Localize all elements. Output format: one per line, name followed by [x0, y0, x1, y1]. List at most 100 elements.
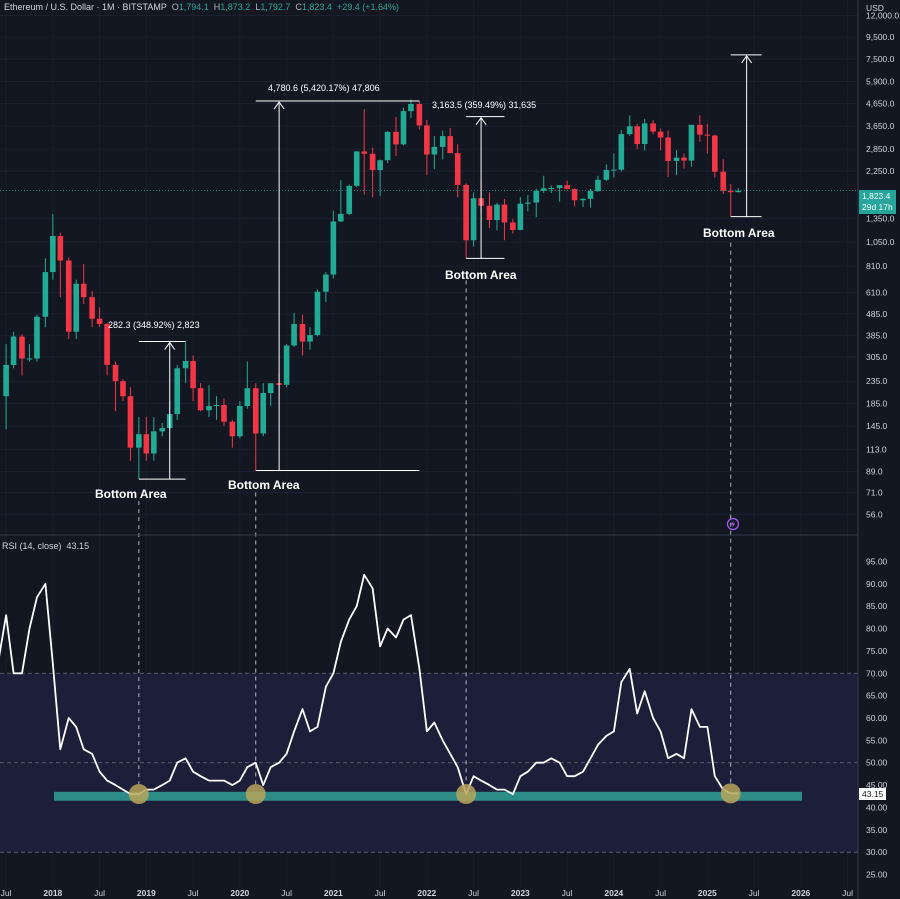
candle-body [517, 203, 524, 230]
price-axis-tick: 89.0 [866, 466, 883, 476]
candle-body [673, 157, 680, 161]
candle-body [10, 336, 17, 365]
price-axis-tick: 145.0 [866, 421, 888, 431]
rsi-axis-tick: 50.00 [866, 758, 888, 768]
rsi-bottom-circle [720, 783, 741, 804]
time-axis-tick: Jul [94, 888, 105, 898]
candle-body [439, 136, 446, 147]
candle-body [96, 318, 103, 324]
rsi-level-lines [0, 672, 858, 853]
candle-body [182, 361, 189, 369]
time-axis-tick: 2021 [324, 888, 343, 898]
rsi-header-value: 43.15 [66, 541, 90, 551]
candle-body [323, 274, 329, 292]
rsi-bottom-circle [245, 784, 266, 805]
price-axis-tick: 2,250.0 [866, 166, 895, 176]
candle-body [104, 323, 110, 365]
price-axis-tick: 4,650.0 [866, 99, 895, 109]
candle-body [151, 431, 157, 454]
rsi-axis-tick: 90.00 [866, 579, 888, 589]
time-axis-tick: 2024 [604, 888, 623, 898]
measure-label-2022: 3,163.5 (359.49%) 31,635 [432, 100, 536, 110]
rsi-axis-tick: 55.00 [866, 735, 888, 745]
candle-body [494, 204, 500, 221]
rsi-line [0, 573, 739, 795]
price-axis-tick: 56.0 [866, 510, 883, 520]
rsi-axis-tick: 70.00 [866, 668, 888, 678]
price-axis-tick: 185.0 [866, 398, 888, 408]
time-axis-tick: Jul [1, 888, 12, 898]
candle-body [57, 235, 64, 261]
candle-body [580, 198, 586, 201]
candle-body [34, 316, 40, 359]
candle-body [89, 297, 95, 319]
candle-body [197, 388, 204, 411]
candle-body [424, 125, 430, 155]
candle-body [127, 396, 134, 448]
candle-body [408, 104, 414, 112]
candle-body [252, 388, 259, 434]
candle-body [571, 189, 578, 201]
price-axis-tick: 810.0 [866, 261, 888, 271]
rsi-line-series [0, 573, 739, 795]
price-axis-tick: 5,900.0 [866, 76, 895, 86]
candle-body [533, 190, 540, 203]
rsi-bottom-markers [128, 783, 741, 805]
candle-body [727, 190, 734, 193]
candle-body [283, 345, 290, 385]
rsi-bottom-circle [128, 784, 149, 805]
close-value: 1,823.4 [301, 2, 332, 12]
alert-icon[interactable] [726, 517, 740, 531]
time-axis-tick: 2025 [698, 888, 717, 898]
high-value: 1,873.2 [220, 2, 251, 12]
low-value: 1,792.7 [260, 2, 291, 12]
candle-body [618, 134, 625, 170]
candle-body [229, 421, 236, 437]
candle-body [595, 179, 601, 192]
candle-body [143, 434, 150, 454]
candle-body [42, 272, 49, 317]
candle-body [611, 169, 617, 171]
price-axis-tick: 113.0 [866, 444, 887, 454]
price-axis-tick: 12,000.0 [866, 10, 899, 20]
candle-body [525, 202, 531, 204]
candle-body [26, 358, 33, 360]
candle-body [369, 153, 376, 171]
low-key: L [255, 2, 261, 12]
price-tag-value: 1,823.4 [862, 191, 891, 201]
price-axis-tick: 385.0 [866, 330, 888, 340]
candle-body [299, 323, 306, 342]
time-axis: Jul 2018 Jul 2019 Jul 2020 Jul 2021 Jul 2022 Jul 20… [1, 888, 853, 898]
bottom-area-dashed-lines [138, 242, 732, 785]
measure-2020-arrow [273, 101, 285, 110]
candle-body [416, 104, 423, 126]
open-value: 1,794.1 [178, 2, 209, 12]
candle-body [237, 405, 243, 437]
candle-body [720, 171, 727, 191]
candle-body [712, 135, 718, 172]
candle-body [447, 136, 454, 154]
candle-body [587, 191, 594, 199]
candle-body [190, 361, 196, 389]
candle-body [564, 185, 570, 190]
price-axis-tick: 485.0 [866, 309, 888, 319]
price-axis-tick: 235.0 [866, 376, 888, 386]
candle-body [510, 222, 516, 230]
time-axis-tick: 2023 [511, 888, 530, 898]
rsi-axis-tick: 75.00 [866, 646, 888, 656]
price-axis-tick: 1,050.0 [866, 237, 895, 247]
rsi-header[interactable]: RSI (14, close) 43.15 [2, 541, 89, 551]
time-axis-tick: 2020 [230, 888, 249, 898]
rsi-title: RSI (14, close) [2, 541, 62, 551]
time-axis-tick: 2026 [791, 888, 810, 898]
candle-body [650, 123, 656, 132]
measure-2019-arrow [164, 341, 176, 350]
rsi-axis-tick: 40.00 [866, 802, 888, 812]
candle-body [307, 335, 313, 342]
time-axis-tick: Jul [375, 888, 386, 898]
candle-body [120, 381, 126, 397]
measure-label-2019: 282.3 (348.92%) 2,823 [108, 320, 200, 330]
candle-body [19, 336, 25, 359]
candle-body [291, 323, 297, 346]
candle-body [556, 185, 563, 189]
